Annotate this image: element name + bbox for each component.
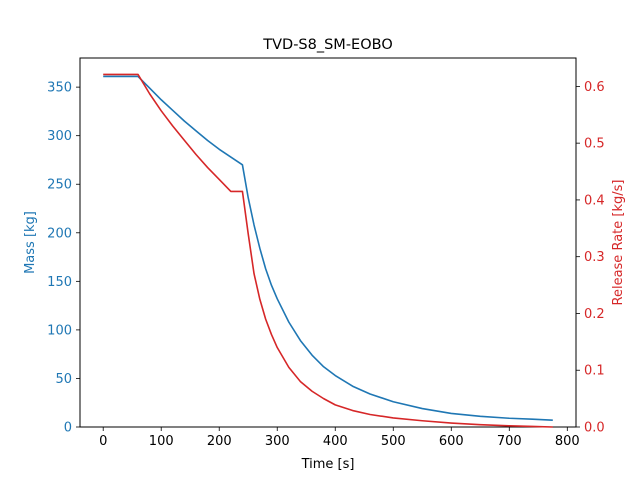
- x-tick-label: 100: [149, 434, 174, 449]
- x-axis: 0 100 200 300 400 500 600 700 800: [99, 427, 580, 449]
- y-right-tick-label: 0.6: [584, 80, 605, 95]
- x-tick-label: 700: [497, 434, 522, 449]
- y-left-tick-label: 150: [47, 275, 72, 290]
- x-tick-label: 500: [381, 434, 406, 449]
- chart-title: TVD-S8_SM-EOBO: [262, 37, 392, 53]
- y-left-tick-label: 0: [64, 421, 72, 436]
- x-axis-label: Time [s]: [301, 457, 355, 472]
- y-left-tick-label: 50: [55, 372, 72, 387]
- y-left-tick-label: 250: [47, 178, 72, 193]
- y-right-axis-label: Release Rate [kg/s]: [611, 180, 626, 306]
- y-right-tick-label: 0.1: [584, 364, 605, 379]
- mass-series-line: [103, 75, 553, 421]
- y-left-axis-label: Mass [kg]: [23, 211, 38, 274]
- x-tick-label: 600: [439, 434, 464, 449]
- x-tick-label: 400: [323, 434, 348, 449]
- x-tick-label: 800: [555, 434, 580, 449]
- x-tick-label: 300: [265, 434, 290, 449]
- y-left-tick-label: 350: [47, 81, 72, 96]
- y-right-tick-label: 0.3: [584, 250, 605, 265]
- y-left-tick-label: 200: [47, 226, 72, 241]
- plot-frame: [79, 57, 577, 428]
- y-left-axis: 0 50 100 150 200 250 300 350: [47, 81, 80, 436]
- release-rate-series-line: [103, 73, 553, 428]
- series-layer: [103, 73, 553, 428]
- y-right-axis: 0.0 0.1 0.2 0.3 0.4 0.5 0.6: [576, 80, 605, 436]
- y-right-tick-label: 0.5: [584, 137, 605, 152]
- x-tick-label: 200: [207, 434, 232, 449]
- y-right-tick-label: 0.2: [584, 307, 605, 322]
- y-left-tick-label: 300: [47, 129, 72, 144]
- y-left-tick-label: 100: [47, 323, 72, 338]
- y-right-tick-label: 0.4: [584, 193, 605, 208]
- x-tick-label: 0: [99, 434, 107, 449]
- y-right-tick-label: 0.0: [584, 421, 605, 436]
